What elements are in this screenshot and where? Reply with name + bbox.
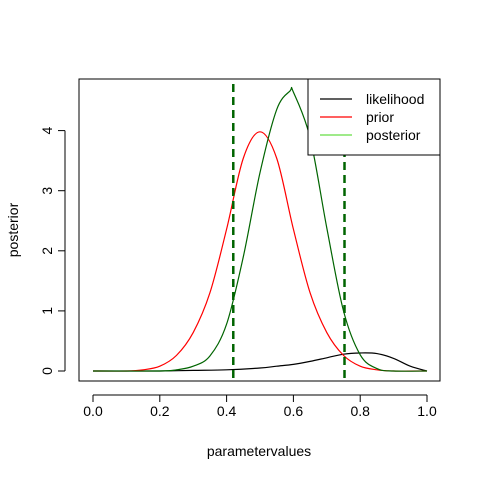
- credible-interval-lines: [232, 84, 346, 379]
- legend-label-posterior: posterior: [366, 127, 421, 143]
- legend: likelihood prior posterior: [307, 78, 441, 156]
- x-tick-label: 1.0: [417, 403, 437, 419]
- y-axis: 0 1 2 3 4: [39, 126, 66, 375]
- x-tick-label: 0.6: [284, 403, 304, 419]
- y-tick-label: 4: [39, 126, 55, 134]
- series-curves: [92, 86, 428, 372]
- y-tick-label: 2: [39, 247, 55, 255]
- y-tick-label: 0: [39, 367, 55, 375]
- series-line-likelihood: [92, 352, 428, 372]
- x-tick-label: 0.8: [350, 403, 370, 419]
- legend-label-likelihood: likelihood: [366, 91, 424, 107]
- y-tick-label: 3: [39, 187, 55, 195]
- x-axis: 0.0 0.2 0.4 0.6 0.8 1.0: [83, 394, 437, 419]
- x-tick-label: 0.0: [83, 403, 103, 419]
- legend-box: [307, 78, 441, 156]
- x-axis-title: parametervalues: [207, 443, 311, 459]
- y-tick-label: 1: [39, 307, 55, 315]
- series-line-posterior: [92, 86, 428, 372]
- legend-label-prior: prior: [366, 109, 394, 125]
- x-tick-label: 0.4: [217, 403, 237, 419]
- y-axis-title: posterior: [5, 202, 21, 257]
- series-line-prior: [92, 131, 428, 372]
- plot-frame: [78, 78, 441, 382]
- x-tick-label: 0.2: [150, 403, 170, 419]
